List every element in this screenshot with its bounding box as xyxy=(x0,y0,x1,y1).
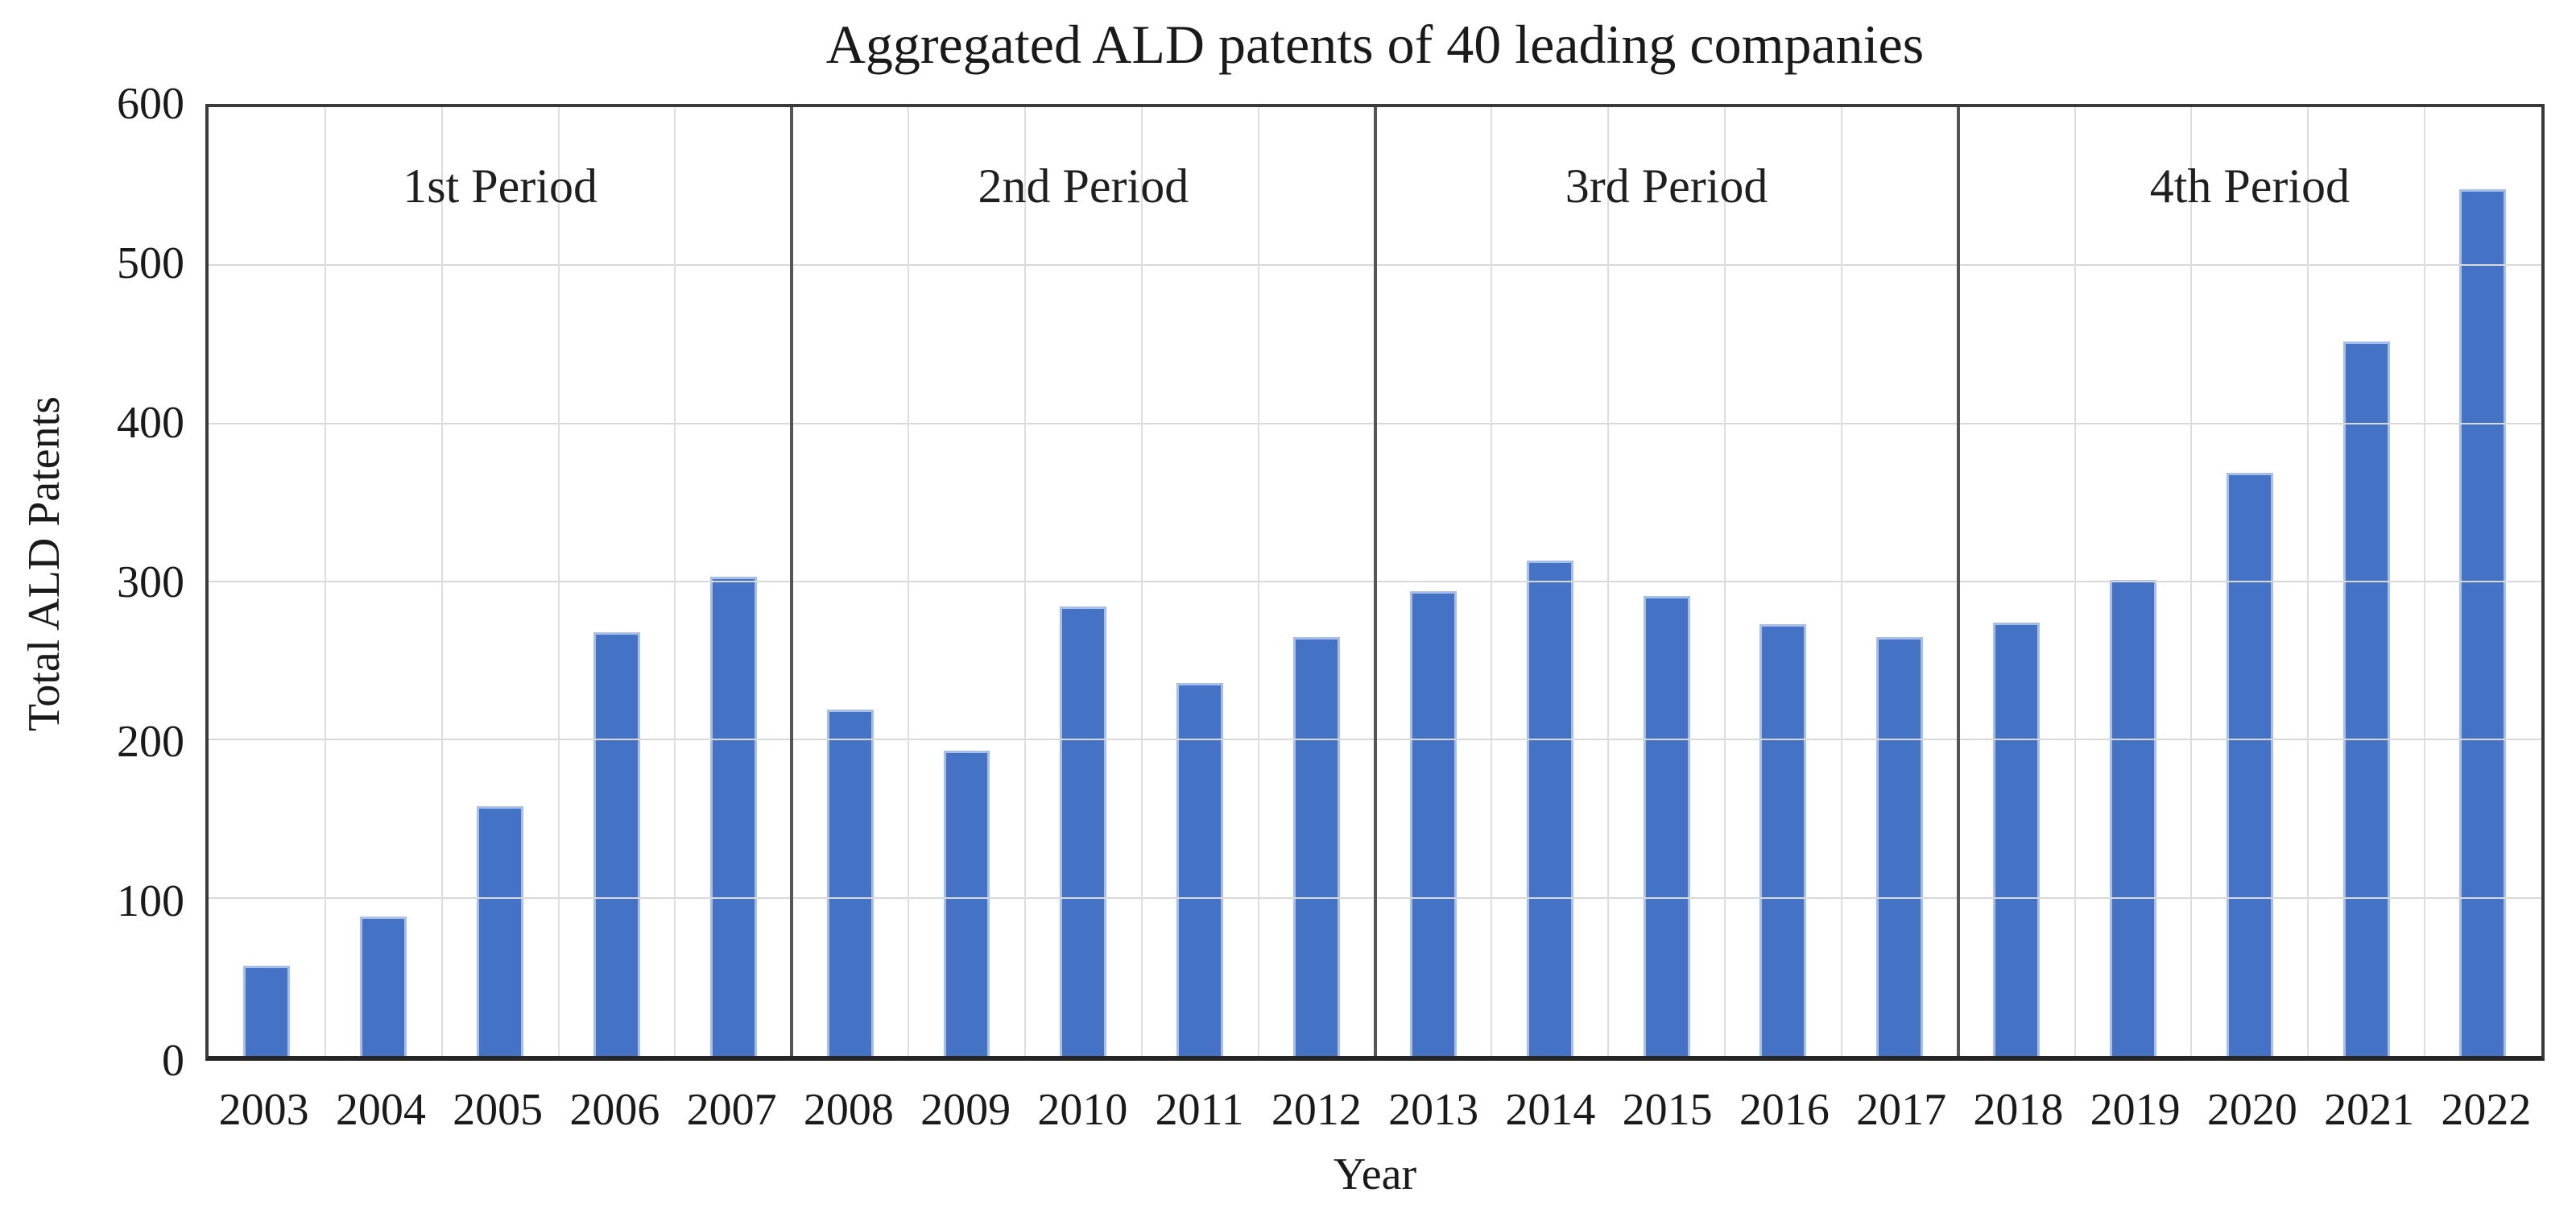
bar-cell xyxy=(1142,107,1259,1056)
y-tick-label: 500 xyxy=(117,238,184,288)
bar xyxy=(243,966,291,1056)
y-tick-labels: 0 100 200 300 400 500 600 xyxy=(0,81,196,1083)
bar-cell xyxy=(1375,107,1491,1056)
bar-cell xyxy=(2308,107,2425,1056)
bar xyxy=(2226,472,2273,1056)
bar xyxy=(1993,623,2041,1056)
bar-cell xyxy=(1259,107,1375,1056)
x-tick-label: 2005 xyxy=(453,1085,544,1135)
bar xyxy=(943,751,990,1056)
x-tick-label: 2008 xyxy=(803,1085,894,1135)
bar-cell xyxy=(325,107,442,1056)
x-tick-labels: 2003 2004 2005 2006 2007 2008 2009 2010 2011 2012… xyxy=(205,1087,2545,1132)
bar xyxy=(2342,341,2390,1056)
x-tick-label: 2012 xyxy=(1271,1085,1362,1135)
bar xyxy=(2109,580,2156,1056)
bar-cell xyxy=(1958,107,2075,1056)
x-tick-label: 2010 xyxy=(1037,1085,1128,1135)
gridline-vertical xyxy=(2190,107,2193,1056)
period-label: 4th Period xyxy=(2149,159,2351,213)
gridline-vertical xyxy=(557,107,560,1056)
bar-cell xyxy=(209,107,325,1056)
x-tick-label: 2004 xyxy=(335,1085,426,1135)
bar xyxy=(1876,636,1924,1056)
x-tick-label: 2009 xyxy=(920,1085,1011,1135)
bar xyxy=(1293,636,1340,1056)
bar xyxy=(2459,189,2507,1056)
bar xyxy=(1643,595,1690,1056)
bar-cell xyxy=(1608,107,1725,1056)
bar xyxy=(1060,606,1107,1056)
x-tick-label: 2006 xyxy=(569,1085,660,1135)
y-tick-label: 100 xyxy=(117,876,184,926)
x-tick-label: 2020 xyxy=(2206,1085,2297,1135)
bar-cell xyxy=(2075,107,2192,1056)
gridline-vertical xyxy=(1607,107,1610,1056)
period-divider xyxy=(790,107,794,1056)
gridline-vertical xyxy=(2424,107,2426,1056)
gridline-vertical xyxy=(1140,107,1143,1056)
x-tick-label: 2022 xyxy=(2441,1085,2532,1135)
y-tick-label: 400 xyxy=(117,398,184,448)
gridline-vertical xyxy=(1491,107,1493,1056)
period-label: 3rd Period xyxy=(1565,159,1768,213)
y-tick-label: 600 xyxy=(117,79,184,129)
bar-cell xyxy=(1025,107,1142,1056)
period-label: 2nd Period xyxy=(978,159,1189,213)
x-tick-label: 2013 xyxy=(1388,1085,1479,1135)
x-tick-label: 2017 xyxy=(1856,1085,1947,1135)
bar xyxy=(593,631,640,1056)
x-tick-label: 2015 xyxy=(1622,1085,1713,1135)
gridline-vertical xyxy=(1724,107,1726,1056)
bars-container xyxy=(209,107,2541,1056)
x-tick-label: 2007 xyxy=(686,1085,777,1135)
gridline-vertical xyxy=(2307,107,2309,1056)
x-axis-title: Year xyxy=(1333,1149,1417,1199)
y-tick-label: 0 xyxy=(162,1036,184,1086)
bar xyxy=(1526,561,1573,1056)
bar-cell xyxy=(908,107,1025,1056)
period-divider xyxy=(1956,107,1960,1056)
y-tick-label: 200 xyxy=(117,717,184,767)
gridline-vertical xyxy=(674,107,676,1056)
x-tick-label: 2018 xyxy=(1973,1085,2064,1135)
x-tick-label: 2016 xyxy=(1739,1085,1830,1135)
bar xyxy=(826,710,874,1056)
gridline-vertical xyxy=(324,107,326,1056)
period-divider xyxy=(1373,107,1377,1056)
gridline-vertical xyxy=(1257,107,1259,1056)
bar xyxy=(1409,590,1457,1056)
bar xyxy=(477,805,524,1056)
y-tick-label: 300 xyxy=(117,557,184,607)
bar-cell xyxy=(1491,107,1608,1056)
x-tick-label: 2014 xyxy=(1505,1085,1596,1135)
x-tick-label: 2003 xyxy=(218,1085,309,1135)
gridline-vertical xyxy=(2074,107,2076,1056)
period-label: 1st Period xyxy=(403,159,597,213)
bar-cell xyxy=(2191,107,2308,1056)
bar-cell xyxy=(675,107,792,1056)
bar-cell xyxy=(442,107,559,1056)
bar xyxy=(709,577,757,1056)
x-tick-label: 2021 xyxy=(2324,1085,2415,1135)
bar-cell xyxy=(1842,107,1958,1056)
bar xyxy=(1759,624,1807,1056)
bar-cell xyxy=(559,107,676,1056)
bar-cell xyxy=(792,107,908,1056)
plot-area: 1st Period 2nd Period 3rd Period 4th Period xyxy=(205,104,2545,1061)
bar xyxy=(360,917,407,1056)
gridline-vertical xyxy=(908,107,910,1056)
gridline-vertical xyxy=(440,107,443,1056)
bar-cell xyxy=(1725,107,1842,1056)
x-tick-label: 2019 xyxy=(2090,1085,2181,1135)
chart-title: Aggregated ALD patents of 40 leading com… xyxy=(825,14,1925,75)
bar-cell xyxy=(2425,107,2541,1056)
gridline-vertical xyxy=(1023,107,1026,1056)
x-tick-label: 2011 xyxy=(1155,1085,1244,1135)
gridline-vertical xyxy=(1840,107,1842,1056)
bar xyxy=(1176,682,1224,1056)
